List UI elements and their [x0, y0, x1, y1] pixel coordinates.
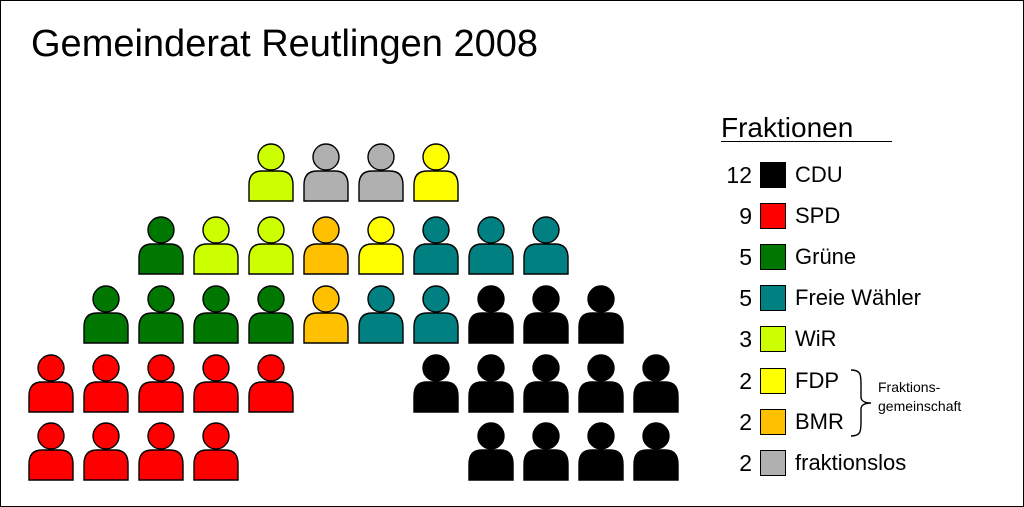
page-title: Gemeinderat Reutlingen 2008 — [31, 23, 539, 65]
legend-label: fraktionslos — [795, 450, 907, 475]
seat-spd — [28, 354, 74, 413]
seat-fdp — [358, 216, 404, 275]
seat-spd — [193, 354, 239, 413]
seat-spd — [83, 354, 129, 413]
legend-label: FDP — [795, 368, 839, 393]
seat-gruene — [248, 285, 294, 344]
seat-cdu — [413, 354, 459, 413]
seat-chart — [28, 143, 679, 481]
seat-spd — [83, 422, 129, 481]
seat-cdu — [468, 285, 514, 344]
seat-cdu — [468, 422, 514, 481]
legend-title: Fraktionen — [721, 112, 854, 143]
seat-fw — [358, 285, 404, 344]
seat-wir — [193, 216, 239, 275]
seat-los — [303, 143, 349, 202]
seat-cdu — [468, 354, 514, 413]
legend-underline — [721, 141, 892, 142]
seat-spd — [138, 354, 184, 413]
legend-swatch — [760, 162, 786, 188]
seat-los — [358, 143, 404, 202]
legend-label: WiR — [795, 326, 837, 351]
seat-wir — [248, 143, 294, 202]
seat-gruene — [138, 285, 184, 344]
legend-count: 3 — [739, 326, 752, 352]
legend-swatch — [760, 203, 786, 229]
legend-label: Freie Wähler — [795, 285, 921, 310]
legend-swatch — [760, 409, 786, 435]
seat-cdu — [578, 422, 624, 481]
legend-count: 5 — [739, 244, 752, 270]
seat-cdu — [523, 285, 569, 344]
legend-count: 12 — [726, 162, 752, 188]
legend-swatch — [760, 368, 786, 394]
legend-count: 2 — [739, 409, 752, 435]
seat-fw — [413, 216, 459, 275]
seat-cdu — [523, 422, 569, 481]
seat-cdu — [523, 354, 569, 413]
legend-count: 5 — [739, 285, 752, 311]
seat-gruene — [193, 285, 239, 344]
legend-label: CDU — [795, 162, 843, 187]
group-note-line1: Fraktions- — [878, 379, 941, 395]
seat-gruene — [83, 285, 129, 344]
group-brace-icon — [850, 369, 872, 437]
seat-fw — [468, 216, 514, 275]
seat-wir — [248, 216, 294, 275]
seat-gruene — [138, 216, 184, 275]
seat-spd — [28, 422, 74, 481]
seat-spd — [138, 422, 184, 481]
legend-swatch — [760, 285, 786, 311]
seat-cdu — [578, 285, 624, 344]
legend-count: 9 — [739, 203, 752, 229]
group-note: Fraktions- gemeinschaft — [878, 378, 961, 416]
seat-bmr — [303, 216, 349, 275]
seat-cdu — [578, 354, 624, 413]
seat-spd — [193, 422, 239, 481]
seat-fdp — [413, 143, 459, 202]
legend-swatch — [760, 450, 786, 476]
legend-count: 2 — [739, 368, 752, 394]
legend-swatch — [760, 244, 786, 270]
seat-bmr — [303, 285, 349, 344]
legend-label: BMR — [795, 409, 844, 434]
seat-spd — [248, 354, 294, 413]
legend-label: Grüne — [795, 244, 857, 269]
seat-fw — [523, 216, 569, 275]
legend-swatch — [760, 326, 786, 352]
group-note-line2: gemeinschaft — [878, 398, 962, 414]
legend-count: 2 — [739, 450, 752, 476]
seat-fw — [413, 285, 459, 344]
seat-cdu — [633, 354, 679, 413]
legend-label: SPD — [795, 203, 841, 228]
seat-cdu — [633, 422, 679, 481]
